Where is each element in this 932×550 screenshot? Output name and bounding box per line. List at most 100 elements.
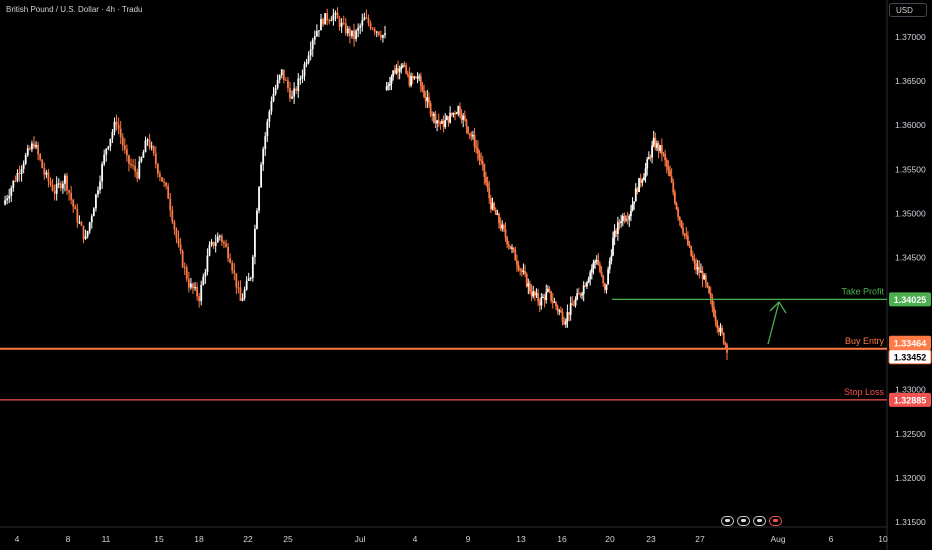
candle-body <box>99 181 101 191</box>
x-tick-label: 16 <box>557 534 567 544</box>
candle-body <box>519 269 522 271</box>
replay-icon[interactable] <box>753 516 766 526</box>
candle-body <box>33 143 35 148</box>
candle-body <box>390 76 393 84</box>
candle-body <box>589 272 592 280</box>
candle-body <box>457 106 460 114</box>
candle-body <box>119 128 122 138</box>
candle-body <box>657 143 660 151</box>
candle-body <box>57 183 60 185</box>
candle-body <box>553 302 556 304</box>
candle-body <box>363 17 366 21</box>
candle-body <box>233 270 236 274</box>
candle-body <box>90 216 93 223</box>
candle-body <box>101 164 104 182</box>
candle-body <box>183 267 186 269</box>
candle-body <box>12 180 15 188</box>
candle-body <box>485 176 487 183</box>
candle-body <box>559 310 562 313</box>
candle-body <box>128 155 130 164</box>
candle-body <box>717 327 720 333</box>
candle-body <box>206 255 209 272</box>
candle-body <box>41 159 44 169</box>
candle-body <box>24 155 27 164</box>
candle-body <box>722 332 725 344</box>
candle-body <box>590 268 593 273</box>
candle-body <box>533 291 536 296</box>
candle-body <box>631 203 634 211</box>
candle-body <box>202 276 205 285</box>
candle-body <box>564 320 567 325</box>
candle-body <box>683 233 686 235</box>
candle-body <box>546 288 549 292</box>
candle-body <box>249 277 252 279</box>
candle-body <box>538 301 541 306</box>
candle-body <box>301 75 304 79</box>
candle-body <box>204 271 207 277</box>
candle-body <box>672 182 675 193</box>
candle-body <box>80 222 83 226</box>
candle-body <box>388 83 391 86</box>
currency-button[interactable]: USD <box>889 3 927 17</box>
candle-body <box>423 90 425 98</box>
candle-body <box>74 206 77 210</box>
candle-body <box>272 93 275 102</box>
replay-icon[interactable] <box>737 516 750 526</box>
candle-body <box>586 282 588 287</box>
candle-body <box>47 172 50 181</box>
candle-body <box>520 269 523 272</box>
candle-body <box>432 113 435 116</box>
candle-body <box>146 139 149 141</box>
candle-body <box>247 278 250 281</box>
candle-body <box>49 180 52 185</box>
y-axis: 1.37000 1.36500 1.36000 1.35500 1.35000 1.345… <box>895 32 926 527</box>
levels-layer: Take Profit Buy Entry Stop Loss <box>0 286 887 401</box>
candle-body <box>556 306 559 311</box>
candle-body <box>638 178 640 193</box>
candle-body <box>270 101 273 112</box>
candle-body <box>680 220 683 228</box>
candle-body <box>373 29 376 32</box>
candle-body <box>581 293 583 296</box>
candle-body <box>35 144 37 148</box>
candle-body <box>502 224 505 230</box>
x-tick-label: 4 <box>15 534 20 544</box>
candle-body <box>641 180 644 183</box>
candle-body <box>287 80 289 89</box>
candle-body <box>506 237 509 245</box>
candle-body <box>251 256 254 278</box>
candle-body <box>530 291 533 297</box>
candle-body <box>320 18 322 31</box>
x-tick-label: 22 <box>243 534 253 544</box>
candle-body <box>229 258 232 263</box>
candle-body <box>595 260 598 262</box>
candle-body <box>220 235 223 242</box>
candle-body <box>262 149 265 165</box>
candle-body <box>130 163 132 166</box>
candle-body <box>634 188 637 202</box>
candle-body <box>486 182 489 188</box>
candle-body <box>105 148 108 155</box>
candle-body <box>282 69 285 80</box>
candle-body <box>713 307 715 317</box>
candle-body <box>416 77 419 79</box>
candle-body <box>548 288 551 292</box>
chart-title: British Pound / U.S. Dollar · 4h · Tradu <box>6 5 143 14</box>
y-tick-label: 1.35000 <box>895 208 926 218</box>
candle-body <box>231 262 234 271</box>
candle-body <box>156 163 159 174</box>
replay-icon[interactable] <box>721 516 734 526</box>
candle-body <box>428 97 430 104</box>
y-tick-label: 1.34500 <box>895 252 926 262</box>
y-tick-label: 1.36000 <box>895 120 926 130</box>
candle-body <box>607 269 610 285</box>
candle-body <box>278 75 281 80</box>
candle-body <box>576 293 579 300</box>
candle-body <box>402 65 404 67</box>
candle-body <box>494 209 497 215</box>
candle-body <box>132 165 134 167</box>
candle-body <box>587 279 590 283</box>
event-red-icon[interactable] <box>769 516 782 526</box>
x-tick-label: 13 <box>516 534 526 544</box>
